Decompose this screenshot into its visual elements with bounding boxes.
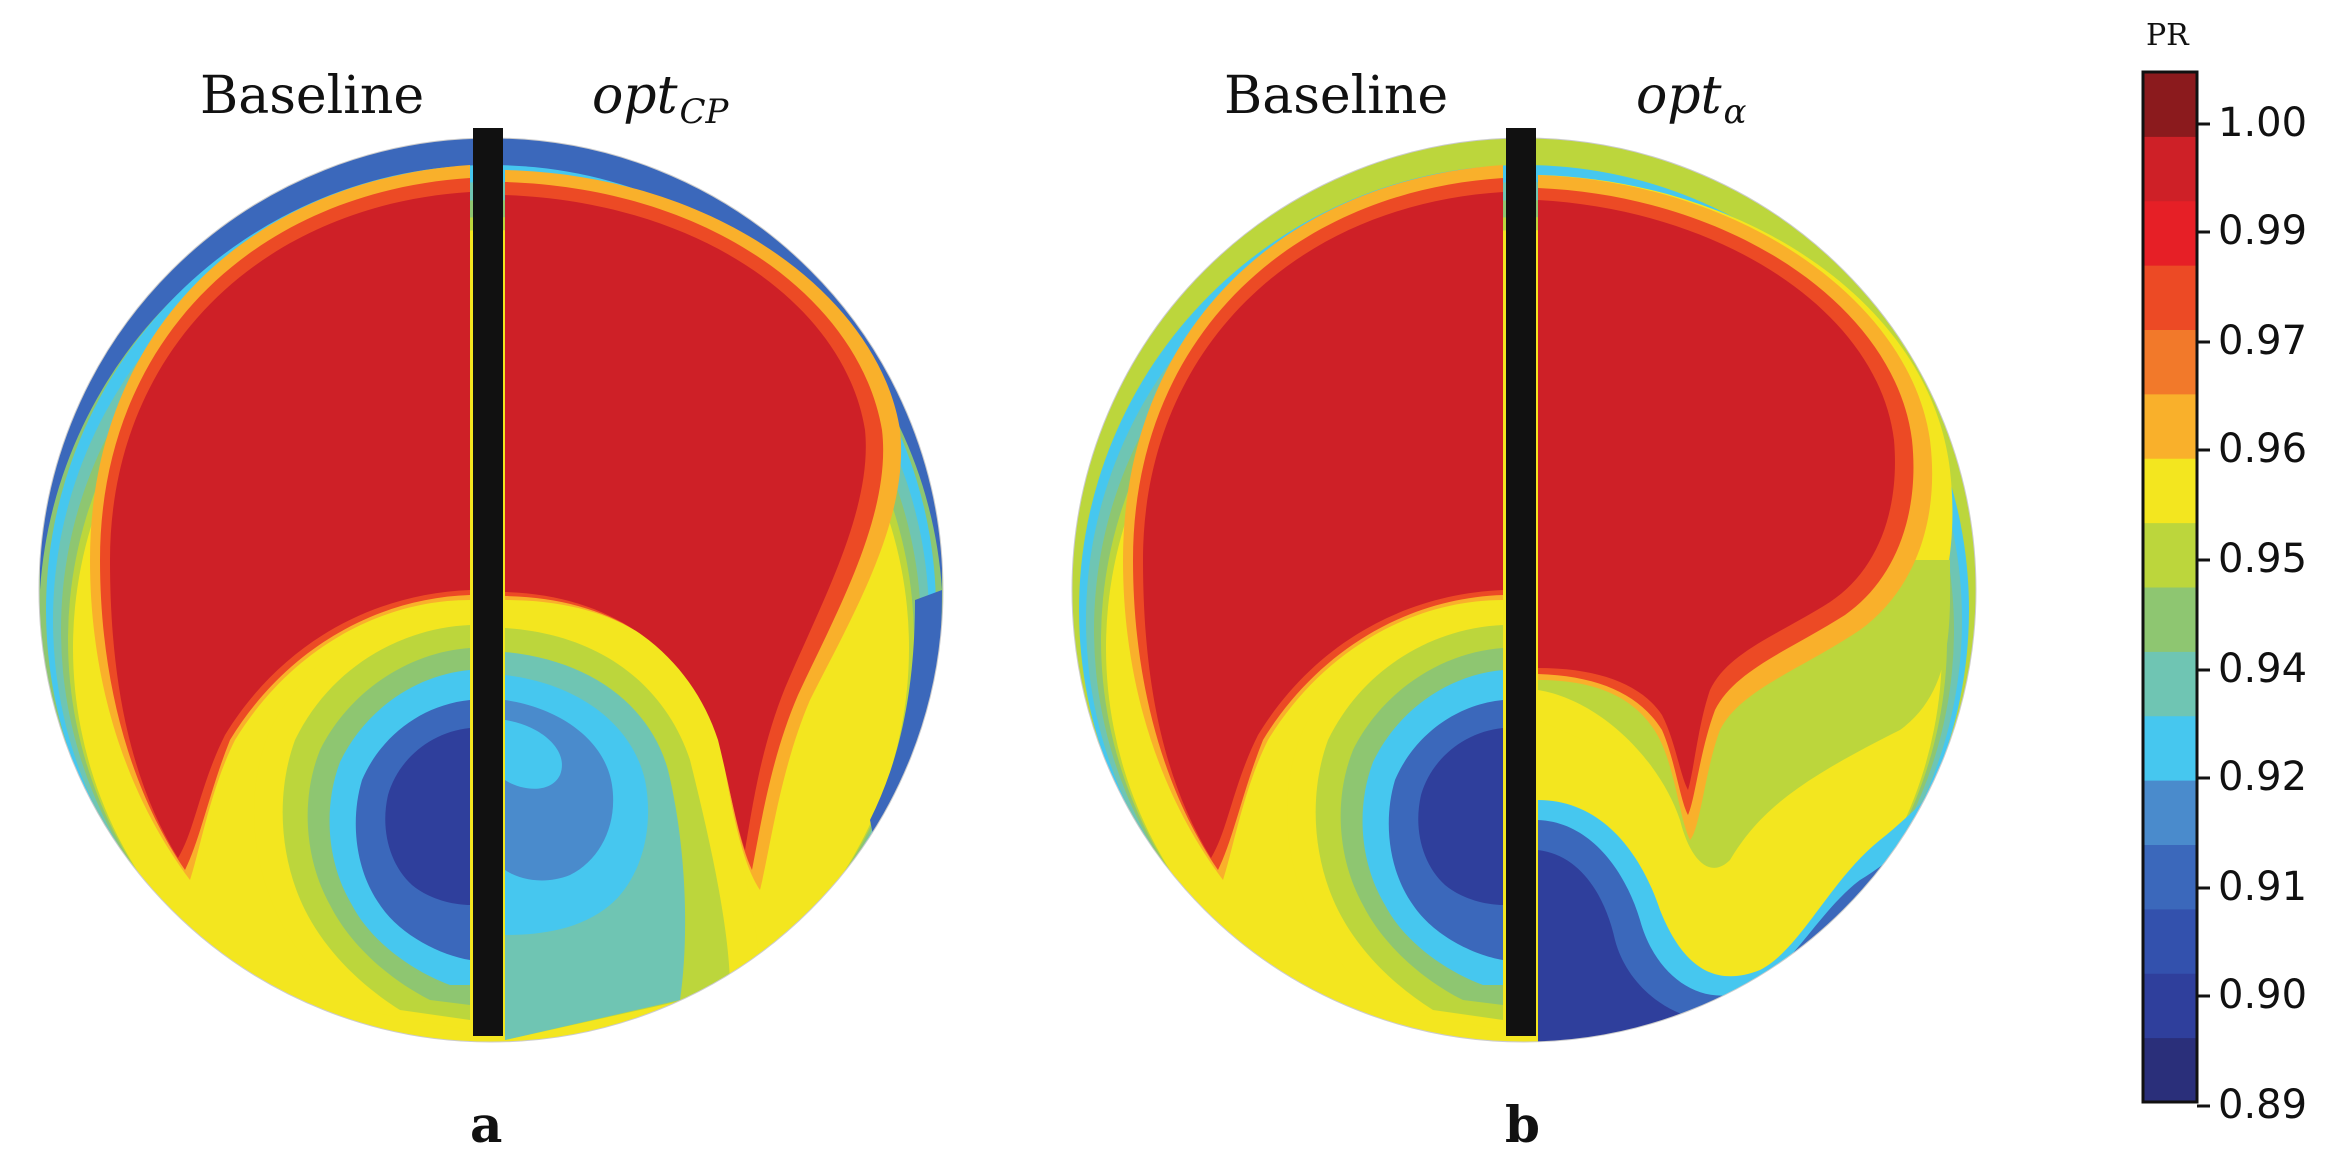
- colorbar-level: [2143, 393, 2197, 459]
- colorbar-level: [2143, 522, 2197, 588]
- colorbar-level: [2143, 458, 2197, 524]
- colorbar-tick-label: 0.96: [2218, 426, 2308, 472]
- panel-a-divider: [473, 128, 503, 1036]
- colorbar-level: [2143, 265, 2197, 330]
- colorbar-level: [2143, 329, 2197, 395]
- colorbar-tick-label: 0.92: [2218, 754, 2308, 800]
- colorbar-title: PR: [2146, 18, 2189, 53]
- panel-a-letter: a: [470, 1095, 503, 1154]
- panel-b-right-title-sub: α: [1723, 92, 1747, 132]
- colorbar-level: [2143, 72, 2197, 137]
- colorbar-level: [2143, 780, 2197, 845]
- colorbar-level: [2143, 136, 2197, 202]
- colorbar-level: [2143, 200, 2197, 266]
- colorbar-tick-label: 0.95: [2218, 536, 2308, 582]
- colorbar-ticks: [2197, 122, 2210, 1108]
- colorbar-level: [2143, 844, 2197, 910]
- panel-a-right-title-sub: CP: [679, 92, 729, 132]
- colorbar-tick-label: 0.97: [2218, 318, 2308, 364]
- colorbar-level: [2143, 908, 2197, 974]
- colorbar-level: [2143, 651, 2197, 717]
- colorbar-tick-label: 1.00: [2218, 100, 2308, 146]
- colorbar-tick-label: 0.91: [2218, 864, 2308, 910]
- panel-a-right-title: optCP: [592, 70, 728, 129]
- colorbar-frame: [2141, 70, 2199, 1104]
- panel-b-right-title-main: opt: [1636, 66, 1722, 126]
- colorbar-level: [2143, 973, 2197, 1039]
- panel-b-left-title: Baseline: [1224, 66, 1449, 126]
- colorbar-level: [2143, 1037, 2197, 1103]
- colorbar-tick-label: 0.90: [2218, 972, 2308, 1018]
- panel-a-left-title: Baseline: [200, 66, 425, 126]
- panel-b-letter: b: [1505, 1095, 1540, 1154]
- colorbar-level: [2143, 715, 2197, 781]
- panel-b-divider: [1506, 128, 1536, 1036]
- colorbar-tick-label: 0.99: [2218, 208, 2308, 254]
- colorbar-level: [2143, 587, 2197, 652]
- colorbar-tick-label: 0.89: [2218, 1082, 2308, 1128]
- colorbar: [2143, 72, 2197, 1103]
- panel-a-right-title-main: opt: [592, 66, 678, 126]
- panel-b-right-title: optα: [1636, 70, 1746, 129]
- colorbar-tick-label: 0.94: [2218, 646, 2308, 692]
